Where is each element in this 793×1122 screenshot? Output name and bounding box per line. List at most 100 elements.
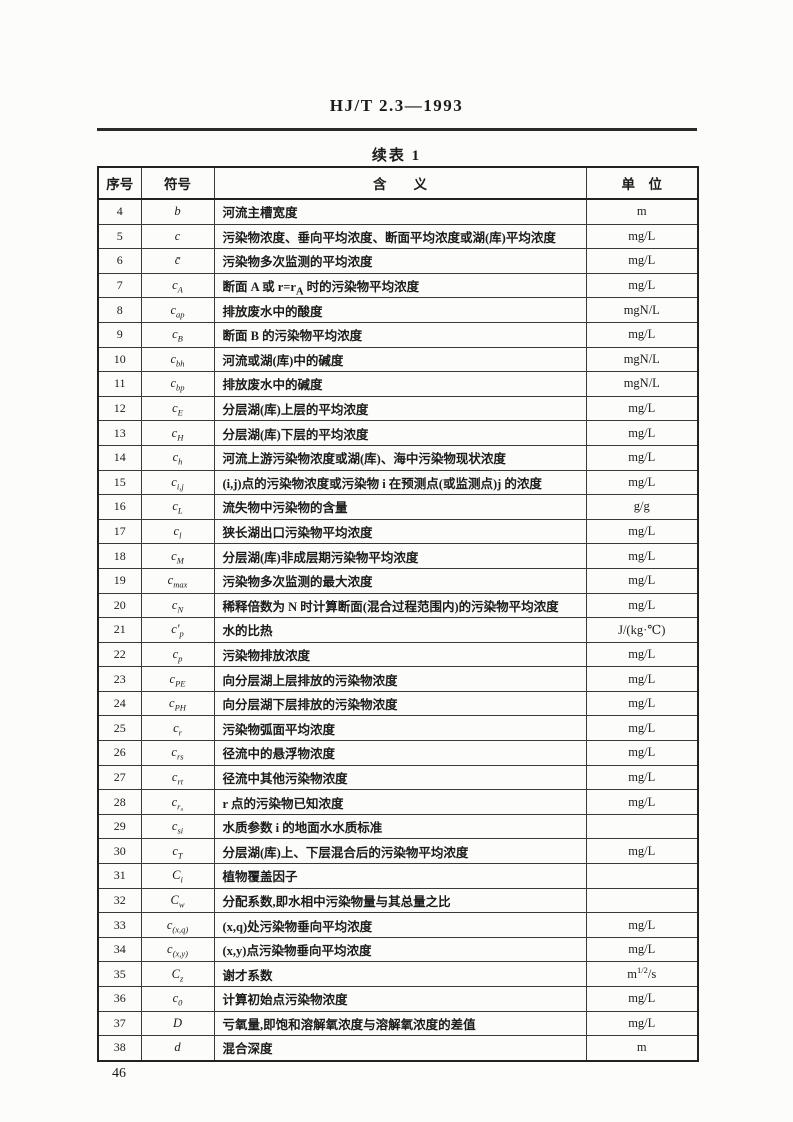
row-symbol: cB (140, 321, 215, 348)
row-symbol: cH (140, 420, 215, 446)
row-symbol: csi (140, 813, 215, 840)
row-no: 18 (97, 543, 142, 569)
table-row: 28 cr₀ r 点的污染物已知浓度 mg/L (97, 789, 699, 815)
row-meaning: 分层湖(库)非成层期污染物平均浓度 (213, 543, 587, 569)
row-no: 9 (97, 321, 142, 348)
row-unit: mg/L (585, 764, 699, 791)
table-row: 35 Cz 谢才系数 m1/2/s (97, 961, 699, 987)
row-symbol: cPE (140, 666, 215, 692)
table-row: 34 c(x,y) (x,y)点污染物垂向平均浓度 mg/L (97, 936, 699, 963)
row-unit (585, 887, 699, 914)
row-meaning: 污染物多次监测的最大浓度 (213, 567, 587, 594)
table-row: 25 cr 污染物弧面平均浓度 mg/L (97, 715, 699, 742)
row-no: 19 (97, 567, 142, 594)
row-symbol: cl (140, 518, 215, 545)
row-symbol: cT (140, 838, 215, 865)
table-row: 29 csi 水质参数 i 的地面水水质标准 (97, 813, 699, 840)
row-symbol: Ci (140, 863, 215, 889)
row-unit: m1/2/s (585, 961, 699, 987)
row-unit: mg/L (585, 321, 699, 348)
table-row: 33 c(x,q) (x,q)处污染物垂向平均浓度 mg/L (97, 912, 699, 938)
row-no: 30 (97, 838, 142, 865)
row-meaning: 向分层湖下层排放的污染物浓度 (213, 690, 587, 717)
row-no: 28 (97, 789, 142, 815)
row-unit: mg/L (585, 567, 699, 594)
row-meaning: 污染物浓度、垂向平均浓度、断面平均浓度或湖(库)平均浓度 (213, 223, 587, 250)
row-unit: mg/L (585, 838, 699, 865)
row-unit: mg/L (585, 986, 699, 1012)
table-row: 26 crs 径流中的悬浮物浓度 mg/L (97, 740, 699, 766)
row-meaning: 河流或湖(库)中的碱度 (213, 346, 587, 373)
row-unit: mg/L (585, 518, 699, 545)
row-no: 35 (97, 961, 142, 987)
row-meaning: 污染物排放浓度 (213, 641, 587, 668)
row-meaning: 水的比热 (213, 617, 587, 643)
row-symbol: cN (140, 592, 215, 619)
row-meaning: 污染物多次监测的平均浓度 (213, 248, 587, 274)
row-unit: mg/L (585, 912, 699, 938)
row-no: 29 (97, 813, 142, 840)
row-no: 26 (97, 740, 142, 766)
table-row: 13 cH 分层湖(库)下层的平均浓度 mg/L (97, 420, 699, 446)
row-no: 17 (97, 518, 142, 545)
row-meaning: 径流中的悬浮物浓度 (213, 740, 587, 766)
table-row: 14 ch 河流上游污染物浓度或湖(库)、海中污染物现状浓度 mg/L (97, 444, 699, 471)
table-row: 7 cA 断面 A 或 r=rA 时的污染物平均浓度 mg/L (97, 272, 699, 299)
table-row: 5 c 污染物浓度、垂向平均浓度、断面平均浓度或湖(库)平均浓度 mg/L (97, 223, 699, 250)
header-unit: 单 位 (585, 166, 699, 200)
row-unit: mg/L (585, 715, 699, 742)
table-row: 32 Cw 分配系数,即水相中污染物量与其总量之比 (97, 887, 699, 914)
table-row: 19 cmax 污染物多次监测的最大浓度 mg/L (97, 567, 699, 594)
table-row: 30 cT 分层湖(库)上、下层混合后的污染物平均浓度 mg/L (97, 838, 699, 865)
row-meaning: 分层湖(库)上、下层混合后的污染物平均浓度 (213, 838, 587, 865)
row-meaning: 稀释倍数为 N 时计算断面(混合过程范围内)的污染物平均浓度 (213, 592, 587, 619)
row-symbol: cp (140, 641, 215, 668)
row-no: 27 (97, 764, 142, 791)
table-row: 21 c′p 水的比热 J/(kg·℃) (97, 617, 699, 643)
row-no: 32 (97, 887, 142, 914)
row-symbol: cap (140, 297, 215, 323)
row-symbol: c(x,q) (140, 912, 215, 938)
table-row: 9 cB 断面 B 的污染物平均浓度 mg/L (97, 321, 699, 348)
row-no: 21 (97, 617, 142, 643)
row-no: 36 (97, 986, 142, 1012)
row-unit: mg/L (585, 444, 699, 471)
row-no: 24 (97, 690, 142, 717)
row-unit: mg/L (585, 272, 699, 299)
row-unit: mg/L (585, 1010, 699, 1037)
row-meaning: 断面 A 或 r=rA 时的污染物平均浓度 (213, 272, 587, 299)
row-unit: mg/L (585, 641, 699, 668)
table-row: 17 cl 狭长湖出口污染物平均浓度 mg/L (97, 518, 699, 545)
row-meaning: 流失物中污染物的含量 (213, 494, 587, 520)
table-header-row: 序号 符号 含 义 单 位 (97, 166, 699, 200)
table-row: 31 Ci 植物覆盖因子 (97, 863, 699, 889)
row-no: 31 (97, 863, 142, 889)
row-meaning: (x,q)处污染物垂向平均浓度 (213, 912, 587, 938)
row-unit: mg/L (585, 690, 699, 717)
row-meaning: 污染物弧面平均浓度 (213, 715, 587, 742)
row-unit: mgN/L (585, 346, 699, 373)
header-symbol: 符号 (140, 166, 215, 200)
row-meaning: 排放废水中的碱度 (213, 371, 587, 397)
row-symbol: c0 (140, 986, 215, 1012)
row-no: 34 (97, 936, 142, 963)
row-symbol: d (140, 1035, 215, 1062)
row-unit: g/g (585, 494, 699, 520)
row-symbol: cr₀ (140, 789, 215, 815)
row-unit: J/(kg·℃) (585, 617, 699, 643)
row-meaning: r 点的污染物已知浓度 (213, 789, 587, 815)
table-row: 12 cE 分层湖(库)上层的平均浓度 mg/L (97, 395, 699, 422)
row-symbol: b (140, 198, 215, 225)
row-no: 22 (97, 641, 142, 668)
table-row: 27 crt 径流中其他污染物浓度 mg/L (97, 764, 699, 791)
row-meaning: 计算初始点污染物浓度 (213, 986, 587, 1012)
table-row: 23 cPE 向分层湖上层排放的污染物浓度 mg/L (97, 666, 699, 692)
row-symbol: cM (140, 543, 215, 569)
row-symbol: c (140, 223, 215, 250)
table-row: 16 cL 流失物中污染物的含量 g/g (97, 494, 699, 520)
row-unit: mg/L (585, 248, 699, 274)
header-divider-line (97, 128, 697, 131)
table-row: 20 cN 稀释倍数为 N 时计算断面(混合过程范围内)的污染物平均浓度 mg/L (97, 592, 699, 619)
table-row: 22 cp 污染物排放浓度 mg/L (97, 641, 699, 668)
